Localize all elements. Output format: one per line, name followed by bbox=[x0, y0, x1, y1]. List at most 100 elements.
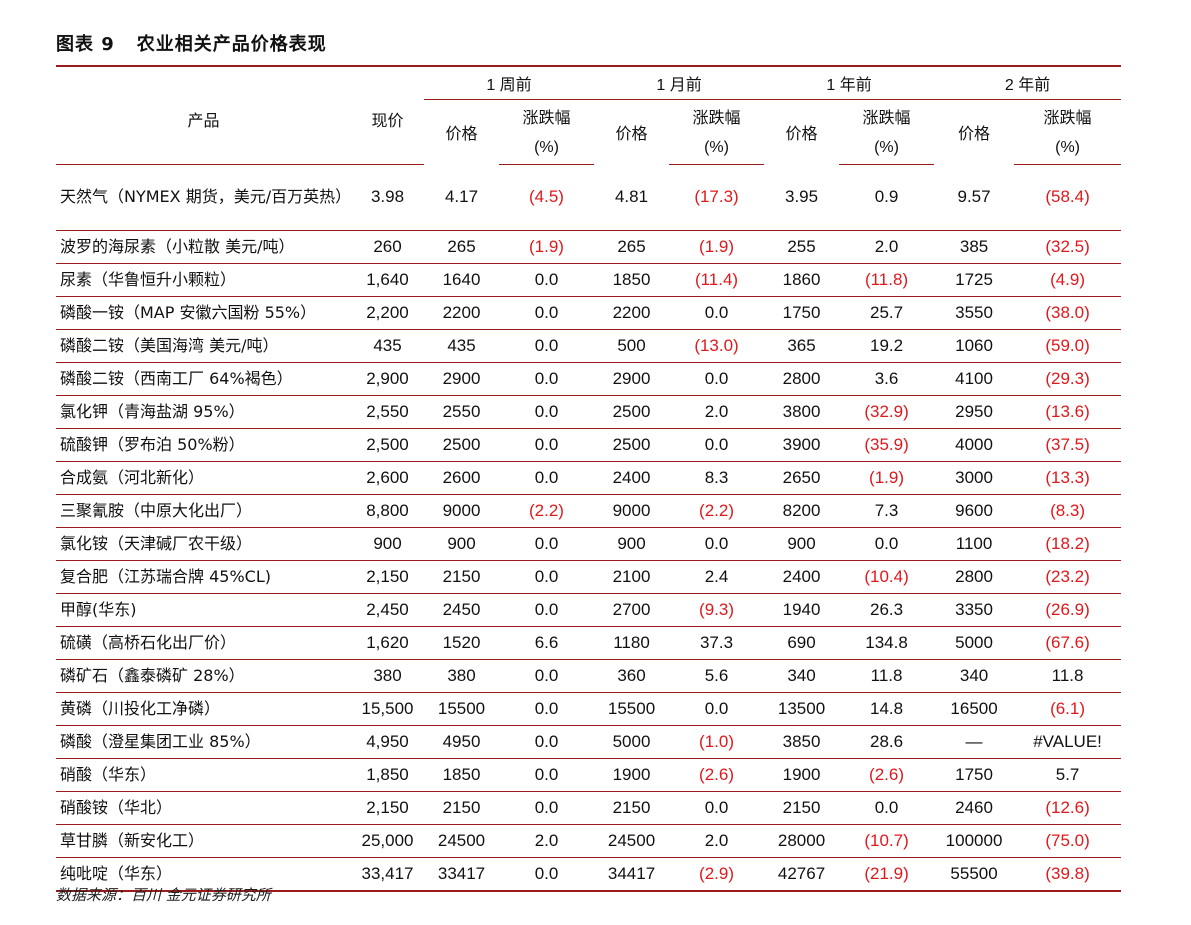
change-cell: 0.0 bbox=[499, 527, 595, 561]
change-cell: (10.4) bbox=[839, 560, 935, 594]
change-cell: #VALUE! bbox=[1014, 725, 1122, 759]
price-cell: 3850 bbox=[764, 725, 840, 759]
change-cell: 2.0 bbox=[669, 824, 765, 858]
change-cell: 7.3 bbox=[839, 494, 935, 528]
change-cell: (6.1) bbox=[1014, 692, 1122, 726]
current-price: 2,550 bbox=[351, 395, 424, 429]
change-cell: (1.9) bbox=[499, 230, 595, 264]
price-cell: 2800 bbox=[934, 560, 1015, 594]
price-cell: 2100 bbox=[594, 560, 670, 594]
change-cell: (2.2) bbox=[499, 494, 595, 528]
change-cell: (39.8) bbox=[1014, 857, 1122, 892]
title-rule bbox=[56, 65, 1121, 67]
product-name: 三聚氰胺（中原大化出厂） bbox=[56, 494, 351, 528]
header-period-2y: 2 年前 bbox=[1004, 76, 1051, 94]
price-cell: 1640 bbox=[424, 263, 499, 297]
change-cell: 0.0 bbox=[669, 362, 765, 396]
source-note: 数据来源：百川 金元证券研究所 bbox=[56, 886, 271, 904]
change-cell: (2.2) bbox=[669, 494, 765, 528]
change-cell: (58.4) bbox=[1014, 164, 1122, 231]
header-change-unit: (%) bbox=[499, 132, 595, 165]
price-cell: 2460 bbox=[934, 791, 1015, 825]
change-cell: (67.6) bbox=[1014, 626, 1122, 660]
change-cell: 0.0 bbox=[669, 428, 765, 462]
price-cell: 1180 bbox=[594, 626, 670, 660]
change-cell: (18.2) bbox=[1014, 527, 1122, 561]
table-row: 氯化铵（天津碱厂农干级） 900 900 0.0 900 0.0 900 0.0 1100 (18… bbox=[56, 527, 1122, 561]
price-cell: 2400 bbox=[594, 461, 670, 495]
price-cell: 2500 bbox=[594, 395, 670, 429]
price-cell: 4100 bbox=[934, 362, 1015, 396]
change-cell: 26.3 bbox=[839, 593, 935, 627]
price-cell: 55500 bbox=[934, 857, 1015, 892]
table-row: 甲醇(华东) 2,450 2450 0.0 2700 (9.3) 1940 26.3 3350(… bbox=[56, 593, 1122, 627]
change-cell: (8.3) bbox=[1014, 494, 1122, 528]
header-change: 涨跌幅 bbox=[1043, 109, 1092, 127]
price-cell: 360 bbox=[594, 659, 670, 693]
price-cell: 2550 bbox=[424, 395, 499, 429]
price-cell: 1520 bbox=[424, 626, 499, 660]
change-cell: (4.9) bbox=[1014, 263, 1122, 297]
price-cell: 9000 bbox=[594, 494, 670, 528]
price-cell: 3350 bbox=[934, 593, 1015, 627]
change-cell: 0.0 bbox=[839, 791, 935, 825]
table-row: 磷酸一铵（MAP 安徽六国粉 55%） 2,200 2200 0.0 2200 0.0 17… bbox=[56, 296, 1122, 330]
table-row: 磷矿石（鑫泰磷矿 28%） 380 380 0.0 360 5.6 340 11.8 340 11… bbox=[56, 659, 1122, 693]
change-cell: (12.6) bbox=[1014, 791, 1122, 825]
product-name: 氯化铵（天津碱厂农干级） bbox=[56, 527, 351, 561]
change-cell: (75.0) bbox=[1014, 824, 1122, 858]
price-cell: 1725 bbox=[934, 263, 1015, 297]
change-cell: 5.6 bbox=[669, 659, 765, 693]
price-cell: 9600 bbox=[934, 494, 1015, 528]
price-cell: 2200 bbox=[594, 296, 670, 330]
price-cell: 2150 bbox=[764, 791, 840, 825]
change-cell: 19.2 bbox=[839, 329, 935, 363]
change-cell: 25.7 bbox=[839, 296, 935, 330]
table-row: 氯化钾（青海盐湖 95%） 2,550 2550 0.0 2500 2.0 3800 (32.… bbox=[56, 395, 1122, 429]
product-name: 磷酸（澄星集团工业 85%） bbox=[56, 725, 351, 759]
price-cell: 255 bbox=[764, 230, 840, 264]
table-row: 草甘膦（新安化工） 25,000 24500 2.0 24500 2.0 28000 (10.… bbox=[56, 824, 1122, 858]
change-cell: (10.7) bbox=[839, 824, 935, 858]
change-cell: 2.0 bbox=[839, 230, 935, 264]
header-change-unit: (%) bbox=[669, 132, 765, 165]
current-price: 260 bbox=[351, 230, 424, 264]
table-row: 波罗的海尿素（小粒散 美元/吨） 260 265 (1.9) 265 (1.9) 255 2.… bbox=[56, 230, 1122, 264]
price-cell: 2450 bbox=[424, 593, 499, 627]
header-change: 涨跌幅 bbox=[862, 109, 911, 127]
product-name: 氯化钾（青海盐湖 95%） bbox=[56, 395, 351, 429]
change-cell: (17.3) bbox=[669, 164, 765, 231]
product-name: 磷酸一铵（MAP 安徽六国粉 55%） bbox=[56, 296, 351, 330]
product-name: 硝酸铵（华北） bbox=[56, 791, 351, 825]
table-row: 三聚氰胺（中原大化出厂） 8,800 9000 (2.2) 9000 (2.2) 8200 7… bbox=[56, 494, 1122, 528]
change-cell: (59.0) bbox=[1014, 329, 1122, 363]
price-cell: 2400 bbox=[764, 560, 840, 594]
change-cell: (2.9) bbox=[669, 857, 765, 892]
change-cell: 134.8 bbox=[839, 626, 935, 660]
change-cell: (26.9) bbox=[1014, 593, 1122, 627]
current-price: 2,150 bbox=[351, 560, 424, 594]
product-name: 硝酸（华东） bbox=[56, 758, 351, 792]
price-cell: 2900 bbox=[594, 362, 670, 396]
price-cell: 2800 bbox=[764, 362, 840, 396]
change-cell: (4.5) bbox=[499, 164, 595, 231]
price-cell: 2700 bbox=[594, 593, 670, 627]
product-name: 磷酸二铵（美国海湾 美元/吨） bbox=[56, 329, 351, 363]
change-cell: 0.0 bbox=[669, 296, 765, 330]
change-cell: 14.8 bbox=[839, 692, 935, 726]
change-cell: 3.6 bbox=[839, 362, 935, 396]
price-cell: 2200 bbox=[424, 296, 499, 330]
current-price: 8,800 bbox=[351, 494, 424, 528]
change-cell: (13.3) bbox=[1014, 461, 1122, 495]
change-cell: (9.3) bbox=[669, 593, 765, 627]
price-cell: 2950 bbox=[934, 395, 1015, 429]
change-cell: 37.3 bbox=[669, 626, 765, 660]
table-body: 天然气（NYMEX 期货，美元/百万英热） 3.98 4.17 (4.5) 4.81 (1… bbox=[56, 164, 1122, 892]
product-name: 合成氨（河北新化） bbox=[56, 461, 351, 495]
change-cell: 0.0 bbox=[499, 725, 595, 759]
table-row: 磷酸二铵（西南工厂 64%褐色） 2,900 2900 0.0 2900 0.0 2800 3… bbox=[56, 362, 1122, 396]
header-period-1w: 1 周前 bbox=[486, 76, 532, 94]
product-name: 磷酸二铵（西南工厂 64%褐色） bbox=[56, 362, 351, 396]
price-cell: 8200 bbox=[764, 494, 840, 528]
change-cell: 0.9 bbox=[839, 164, 935, 231]
